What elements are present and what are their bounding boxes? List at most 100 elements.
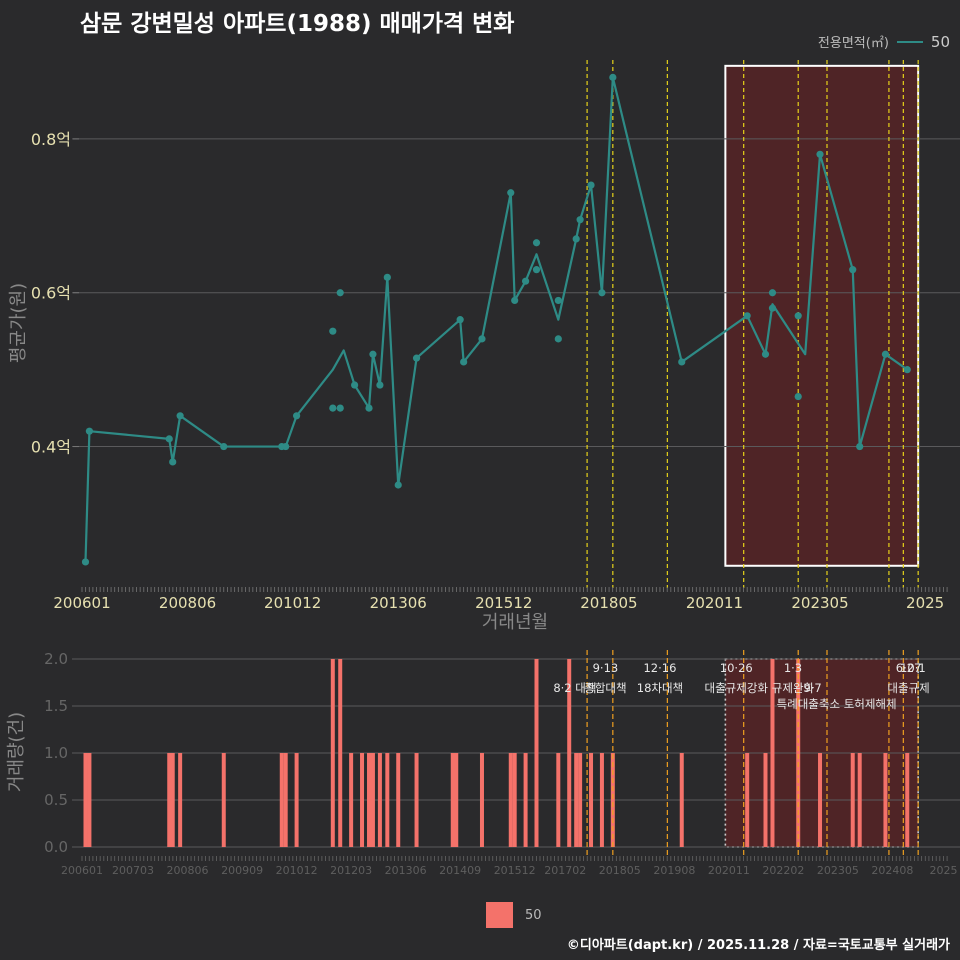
price-point: [412, 354, 421, 362]
bar-x-tick-label: 201203: [330, 864, 372, 877]
price-point: [609, 73, 617, 81]
volume-bar: [338, 659, 343, 847]
x-tick-label: 201512: [475, 594, 532, 612]
price-point: [460, 358, 468, 366]
bar-x-tick-label: 201306: [385, 864, 427, 877]
price-point: [816, 150, 824, 158]
volume-bar: [679, 753, 684, 847]
price-point: [176, 412, 184, 420]
volume-bar: [396, 753, 401, 847]
volume-bar: [508, 753, 513, 847]
policy-annotation: 종합대책: [584, 681, 626, 695]
price-point: [383, 273, 391, 281]
price-point: [678, 358, 686, 366]
legend-bar-swatch: [486, 902, 513, 928]
y-tick-label: 0.4억: [31, 438, 71, 457]
price-point: [554, 296, 562, 305]
policy-annotation: 특례대출축소 토허제해제: [777, 697, 897, 711]
top-legend: 전용면적(㎡) 50: [818, 32, 950, 52]
price-point: [554, 335, 562, 343]
price-point: [478, 335, 486, 343]
volume-bar: [377, 753, 382, 847]
price-point: [794, 392, 802, 401]
bar-x-tick-label: 201702: [544, 864, 586, 877]
volume-bar: [905, 753, 910, 847]
volume-bar: [330, 659, 335, 847]
price-point: [903, 366, 911, 374]
bar-x-tick-label: 201409: [439, 864, 481, 877]
volume-bar: [454, 753, 459, 847]
volume-bar: [556, 753, 561, 847]
price-point: [768, 304, 777, 312]
x-tick-label: 202305: [791, 594, 848, 612]
volume-bar: [745, 753, 750, 847]
volume-bar: [349, 753, 354, 847]
volume-bar: [567, 659, 572, 847]
volume-bar: [883, 753, 888, 847]
legend-line-key: [896, 40, 923, 43]
y-axis-title: 평균가(원): [8, 283, 29, 363]
price-point: [598, 289, 606, 297]
top-legend-value: 50: [930, 32, 950, 51]
price-point: [532, 266, 541, 274]
price-point: [576, 216, 584, 224]
bottom-legend-value: 50: [525, 907, 542, 923]
x-tick-label: 201805: [580, 594, 637, 612]
price-point: [849, 266, 857, 274]
price-point: [743, 312, 751, 320]
volume-bar: [857, 753, 862, 847]
volume-bar: [167, 753, 172, 847]
bar-y-tick-label: 1.0: [44, 744, 68, 762]
price-point: [587, 181, 595, 189]
price-point: [761, 350, 770, 358]
volume-bar: [818, 753, 823, 847]
policy-annotation: 대출규제: [887, 681, 929, 695]
volume-bar: [512, 753, 517, 847]
bar-x-tick-label: 202011: [708, 864, 750, 877]
x-tick-label: 202011: [686, 594, 743, 612]
volume-bar: [370, 753, 375, 847]
bar-x-tick-label: 200703: [112, 864, 154, 877]
volume-bar: [87, 753, 92, 847]
bar-x-tick-label: 201908: [653, 864, 695, 877]
volume-bar: [610, 753, 615, 847]
bar-x-tick-label: 200601: [61, 864, 103, 877]
price-point: [336, 289, 344, 297]
x-tick-label: 200601: [53, 594, 110, 612]
price-point: [507, 189, 515, 197]
bar-x-tick-label: 200909: [221, 864, 263, 877]
price-point: [329, 327, 337, 335]
volume-bar: [578, 753, 583, 847]
y-tick-label: 0.6억: [31, 284, 71, 303]
price-point: [293, 412, 301, 420]
price-point: [521, 277, 530, 285]
price-point: [511, 296, 519, 305]
chart-title: 삼문 강변밀성 아파트(1988) 매매가격 변화: [80, 11, 515, 37]
volume-bar: [414, 753, 419, 847]
volume-bar: [279, 753, 284, 847]
price-point: [881, 350, 890, 358]
x-tick-label: 2025: [906, 594, 944, 612]
volume-bar: [770, 659, 775, 847]
volume-bar: [294, 753, 299, 847]
bar-x-tick-label: 200806: [167, 864, 209, 877]
y-tick-label: 0.8억: [31, 130, 71, 149]
policy-annotation: 1·3: [784, 661, 802, 675]
volume-bar: [170, 753, 175, 847]
bottom-legend: 50: [486, 902, 542, 928]
price-point: [856, 442, 864, 451]
policy-annotation: 10·1: [900, 661, 926, 675]
volume-bar: [479, 753, 484, 847]
policy-annotation: 10·26: [720, 661, 753, 675]
price-point: [456, 316, 464, 324]
footer-credit: ©디아파트(dapt.kr) / 2025.11.28 / 자료=국토교통부 실…: [566, 938, 950, 953]
price-point: [165, 435, 173, 443]
volume-bar: [763, 753, 768, 847]
policy-annotation: 9·13: [593, 661, 619, 675]
price-point: [329, 404, 337, 412]
policy-annotation: 대출규제강화: [705, 681, 769, 695]
price-point: [369, 350, 377, 358]
policy-annotation: 규제완화: [772, 681, 815, 695]
price-point: [351, 381, 359, 389]
